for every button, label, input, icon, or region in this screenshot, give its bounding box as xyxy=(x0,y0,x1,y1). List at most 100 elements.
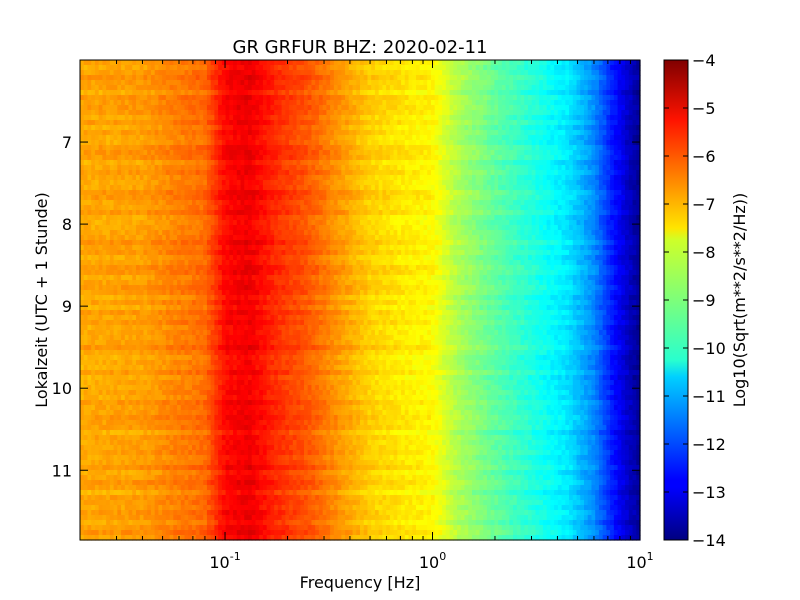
heatmap-cell xyxy=(143,75,148,81)
heatmap-cell xyxy=(158,310,163,316)
heatmap-cell xyxy=(169,190,174,196)
heatmap-cell xyxy=(244,170,249,176)
heatmap-cell xyxy=(128,535,133,541)
heatmap-cell xyxy=(233,410,238,416)
heatmap-cell xyxy=(83,365,89,371)
heatmap-cell xyxy=(248,325,253,331)
heatmap-cell xyxy=(102,370,107,376)
heatmap-cell xyxy=(117,405,122,411)
heatmap-cell xyxy=(158,270,163,276)
heatmap-cell xyxy=(124,395,130,401)
heatmap-cell xyxy=(221,360,227,366)
heatmap-cell xyxy=(128,305,133,311)
heatmap-cell xyxy=(87,475,92,481)
heatmap-cell xyxy=(270,210,275,216)
heatmap-cell xyxy=(259,105,264,111)
heatmap-cell xyxy=(233,125,238,131)
heatmap-cell xyxy=(154,220,159,226)
heatmap-cell xyxy=(162,285,167,291)
heatmap-cell xyxy=(136,365,141,371)
heatmap-cell xyxy=(169,180,174,186)
heatmap-cell xyxy=(214,355,219,361)
heatmap-cell xyxy=(214,245,219,251)
heatmap-cell xyxy=(192,305,197,311)
heatmap-cell xyxy=(136,515,141,521)
heatmap-cell xyxy=(109,255,115,261)
heatmap-cell xyxy=(169,140,174,146)
heatmap-cell xyxy=(117,100,122,106)
heatmap-cell xyxy=(248,475,253,481)
heatmap-cell xyxy=(255,390,260,396)
heatmap-cell xyxy=(109,175,115,181)
heatmap-cell xyxy=(180,195,186,201)
heatmap-cell xyxy=(236,135,242,141)
heatmap-cell xyxy=(184,265,189,271)
heatmap-cell xyxy=(83,250,89,256)
heatmap-cell xyxy=(162,240,167,246)
heatmap-cell xyxy=(132,175,137,181)
heatmap-cell xyxy=(240,100,245,106)
heatmap-cell xyxy=(255,335,260,341)
heatmap-cell xyxy=(180,105,186,111)
heatmap-cell xyxy=(109,345,115,351)
heatmap-cell xyxy=(244,70,249,76)
heatmap-cell xyxy=(136,180,141,186)
heatmap-cell xyxy=(117,215,122,221)
heatmap-cell xyxy=(162,430,167,436)
heatmap-cell xyxy=(102,445,107,451)
heatmap-cell xyxy=(199,215,204,221)
heatmap-cell xyxy=(240,305,245,311)
heatmap-cell xyxy=(124,425,130,431)
heatmap-cell xyxy=(255,220,260,226)
heatmap-cell xyxy=(255,325,260,331)
heatmap-cell xyxy=(180,375,186,381)
heatmap-cell xyxy=(169,430,174,436)
heatmap-cell xyxy=(244,405,249,411)
heatmap-cell xyxy=(195,300,201,306)
heatmap-cell xyxy=(244,470,249,476)
heatmap-cell xyxy=(139,300,145,306)
heatmap-cell xyxy=(158,485,163,491)
heatmap-cell xyxy=(184,150,189,156)
heatmap-cell xyxy=(180,370,186,376)
heatmap-cell xyxy=(87,360,92,366)
heatmap-cell xyxy=(188,80,193,86)
heatmap-cell xyxy=(214,125,219,131)
heatmap-cell xyxy=(128,275,133,281)
heatmap-cell xyxy=(177,260,182,266)
heatmap-cell xyxy=(158,100,163,106)
heatmap-cell xyxy=(136,65,141,71)
heatmap-cell xyxy=(203,405,208,411)
heatmap-cell xyxy=(177,195,182,201)
heatmap-cell xyxy=(255,265,260,271)
heatmap-cell xyxy=(132,430,137,436)
heatmap-cell xyxy=(158,180,163,186)
heatmap-cell xyxy=(177,510,182,516)
heatmap-cell xyxy=(206,80,212,86)
heatmap-cell xyxy=(139,490,145,496)
heatmap-cell xyxy=(251,525,257,531)
heatmap-cell xyxy=(136,175,141,181)
heatmap-cell xyxy=(192,535,197,541)
heatmap-cell xyxy=(165,330,171,336)
heatmap-cell xyxy=(210,90,215,96)
heatmap-cell xyxy=(266,425,271,431)
heatmap-cell xyxy=(143,145,148,151)
heatmap-cell xyxy=(225,275,230,281)
heatmap-cell xyxy=(177,360,182,366)
heatmap-cell xyxy=(102,375,107,381)
heatmap-cell xyxy=(143,180,148,186)
heatmap-cell xyxy=(128,455,133,461)
heatmap-cell xyxy=(270,135,275,141)
heatmap-cell xyxy=(214,285,219,291)
heatmap-cell xyxy=(169,335,174,341)
heatmap-cell xyxy=(147,415,152,421)
heatmap-cell xyxy=(150,225,156,231)
heatmap-cell xyxy=(165,520,171,526)
heatmap-cell xyxy=(210,350,215,356)
heatmap-cell xyxy=(199,330,204,336)
heatmap-cell xyxy=(195,520,201,526)
heatmap-cell xyxy=(218,160,223,166)
heatmap-cell xyxy=(132,265,137,271)
heatmap-cell xyxy=(158,230,163,236)
